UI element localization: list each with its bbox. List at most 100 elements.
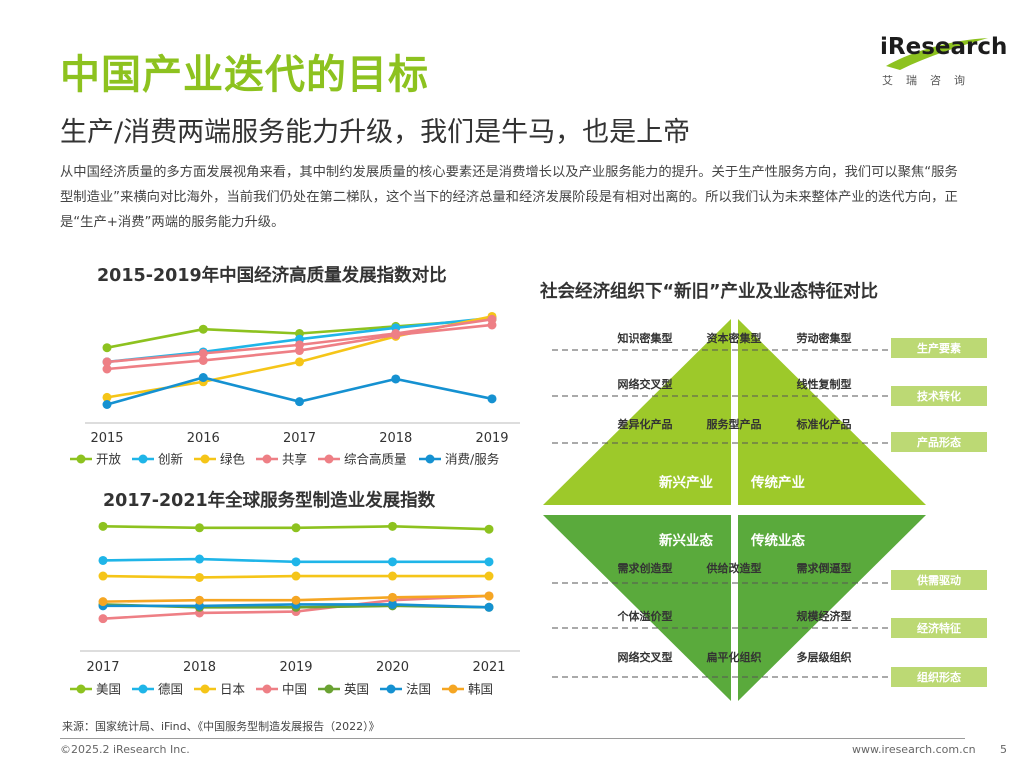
- diagram-feature-label: 劳动密集型: [797, 331, 852, 345]
- chart1-legend-label: 日本: [220, 682, 246, 697]
- chart0-data-point: [487, 314, 497, 324]
- chart1-data-point: [484, 591, 494, 601]
- diagram-feature-label: 扁平化组织: [707, 650, 762, 664]
- traditional-format-triangle: [738, 515, 926, 701]
- chart0-data-point: [391, 374, 401, 384]
- diagram-feature-label: 网络交叉型: [618, 377, 673, 391]
- chart0-legend-item: 综合高质量: [318, 452, 407, 467]
- chart1-data-point: [291, 557, 301, 567]
- chart0-data-point: [295, 357, 304, 367]
- diagram-feature-label: 差异化产品: [618, 417, 673, 431]
- chart1-legend-item: 德国: [132, 682, 183, 697]
- copyright: ©2025.2 iResearch Inc.: [60, 743, 190, 756]
- diagram-dimension-label: 产品形态: [917, 435, 961, 449]
- chart0-data-point: [295, 397, 304, 407]
- diagram-feature-label: 资本密集型: [707, 331, 762, 345]
- chart0-legend-item: 创新: [132, 452, 183, 467]
- emerging-industry-triangle: [543, 319, 731, 505]
- chart1-data-point: [98, 597, 108, 607]
- chart0-data-point: [295, 340, 304, 350]
- chart0-data-point: [102, 400, 112, 409]
- diagram-feature-label: 个体溢价型: [617, 609, 673, 623]
- chart1-legend-item: 美国: [70, 682, 121, 697]
- chart0-legend-label: 开放: [96, 452, 122, 467]
- chart0-legend-label: 创新: [158, 452, 183, 467]
- chart1-data-point: [388, 599, 397, 609]
- logo-sub: 艾瑞咨询: [882, 74, 978, 87]
- diagram-dimension-label: 供需驱动: [916, 573, 961, 587]
- diagram-dimension-tag: [891, 386, 987, 406]
- emerging-format-label: 新兴业态: [659, 532, 713, 549]
- chart0-legend-item: 消费/服务: [419, 452, 499, 467]
- chart1-svg: 2015 2016 2017 2018 2019 开放 创新 绿色 共享 综合高质量 消费/服务: [70, 311, 520, 467]
- chart0-data-point: [102, 343, 112, 353]
- logo-swoosh-icon: [886, 38, 988, 70]
- chart1-data-point: [388, 521, 397, 531]
- intro-paragraph: 从中国经济质量的多方面发展视角来看，其中制约发展质量的核心要素还是消费增长以及产…: [60, 165, 958, 230]
- website-link[interactable]: www.iresearch.com.cn: [852, 743, 976, 756]
- chart1-x-tick: 2021: [472, 660, 505, 675]
- chart1-data-point: [388, 592, 397, 602]
- chart0-data-point: [391, 329, 401, 338]
- emerging-industry-label: 新兴产业: [659, 474, 713, 491]
- page-subtitle: 生产/消费两端服务能力升级，我们是牛马，也是上帝: [60, 117, 691, 148]
- chart0-legend-label: 绿色: [220, 452, 246, 467]
- diagram-dimension-tag: [891, 667, 987, 687]
- chart1-legend-label: 德国: [158, 682, 183, 697]
- chart0-data-point: [198, 355, 208, 365]
- diagram-dimension-tag: [891, 618, 987, 638]
- chart1-legend-item: 英国: [318, 682, 369, 697]
- chart1-data-point: [195, 572, 204, 582]
- chart1-data-point: [388, 557, 397, 567]
- logo-brand: iResearch: [880, 34, 1008, 60]
- chart1-x-tick: 2017: [86, 660, 119, 675]
- chart1-data-point: [484, 557, 494, 567]
- iresearch-logo: iResearch 艾瑞咨询: [880, 32, 1007, 92]
- chart1-data-point: [291, 571, 301, 581]
- chart0-data-point: [198, 348, 208, 358]
- chart1-data-point: [484, 524, 494, 534]
- chart1-data-point: [291, 523, 301, 533]
- chart0-data-point: [198, 373, 208, 383]
- chart1-data-point: [195, 523, 204, 533]
- chart0-data-point: [102, 357, 112, 367]
- chart2-svg: 2017 2018 2019 2020 2021 美国 德国 日本 中国 英国 法国 韩国: [70, 521, 520, 697]
- page-title: 中国产业迭代的目标: [60, 52, 429, 98]
- source-note: 来源：国家统计局、iFind、《中国服务型制造发展报告（2022）》: [62, 720, 380, 733]
- chart0-x-tick: 2018: [379, 431, 412, 446]
- footer-divider: [60, 738, 965, 739]
- chart1-data-point: [388, 571, 397, 581]
- chart0-x-tick: 2016: [187, 431, 220, 446]
- diagram-feature-label: 供给改造型: [706, 561, 762, 575]
- chart1-data-point: [98, 571, 108, 581]
- traditional-industry-label: 传统产业: [750, 474, 805, 491]
- chart0-x-tick: 2019: [475, 431, 508, 446]
- diagram-feature-label: 网络交叉型: [618, 650, 673, 664]
- chart1-legend-label: 韩国: [468, 682, 493, 697]
- chart1-legend-item: 日本: [194, 682, 246, 697]
- diagram-feature-label: 需求创造型: [618, 561, 673, 575]
- diagram-feature-label: 多层级组织: [797, 650, 852, 664]
- diagram-dimension-tag: [891, 338, 987, 358]
- chart1-data-point: [484, 602, 494, 612]
- diagram-feature-label: 需求倒逼型: [797, 561, 852, 575]
- chart1-x-tick: 2020: [376, 660, 409, 675]
- chart0-x-tick: 2017: [283, 431, 316, 446]
- chart1-data-point: [195, 554, 204, 564]
- traditional-format-label: 传统业态: [750, 532, 805, 549]
- chart1-legend-label: 英国: [344, 682, 369, 697]
- diagram-feature-label: 线性复制型: [797, 377, 852, 391]
- chart0-data-point: [487, 394, 497, 404]
- chart0-data-point: [102, 392, 112, 402]
- chart0-legend-label: 共享: [282, 452, 307, 467]
- chart1-x-tick: 2018: [183, 660, 216, 675]
- chart0-legend-item: 共享: [256, 452, 307, 467]
- chart1-data-point: [98, 521, 108, 531]
- chart1-legend-item: 韩国: [442, 682, 493, 697]
- traditional-industry-triangle: [738, 319, 926, 505]
- diagram-feature-label: 标准化产品: [796, 417, 852, 431]
- chart1-data-point: [98, 555, 108, 565]
- chart0-legend-item: 开放: [70, 452, 122, 467]
- diagram-feature-label: 知识密集型: [617, 331, 673, 345]
